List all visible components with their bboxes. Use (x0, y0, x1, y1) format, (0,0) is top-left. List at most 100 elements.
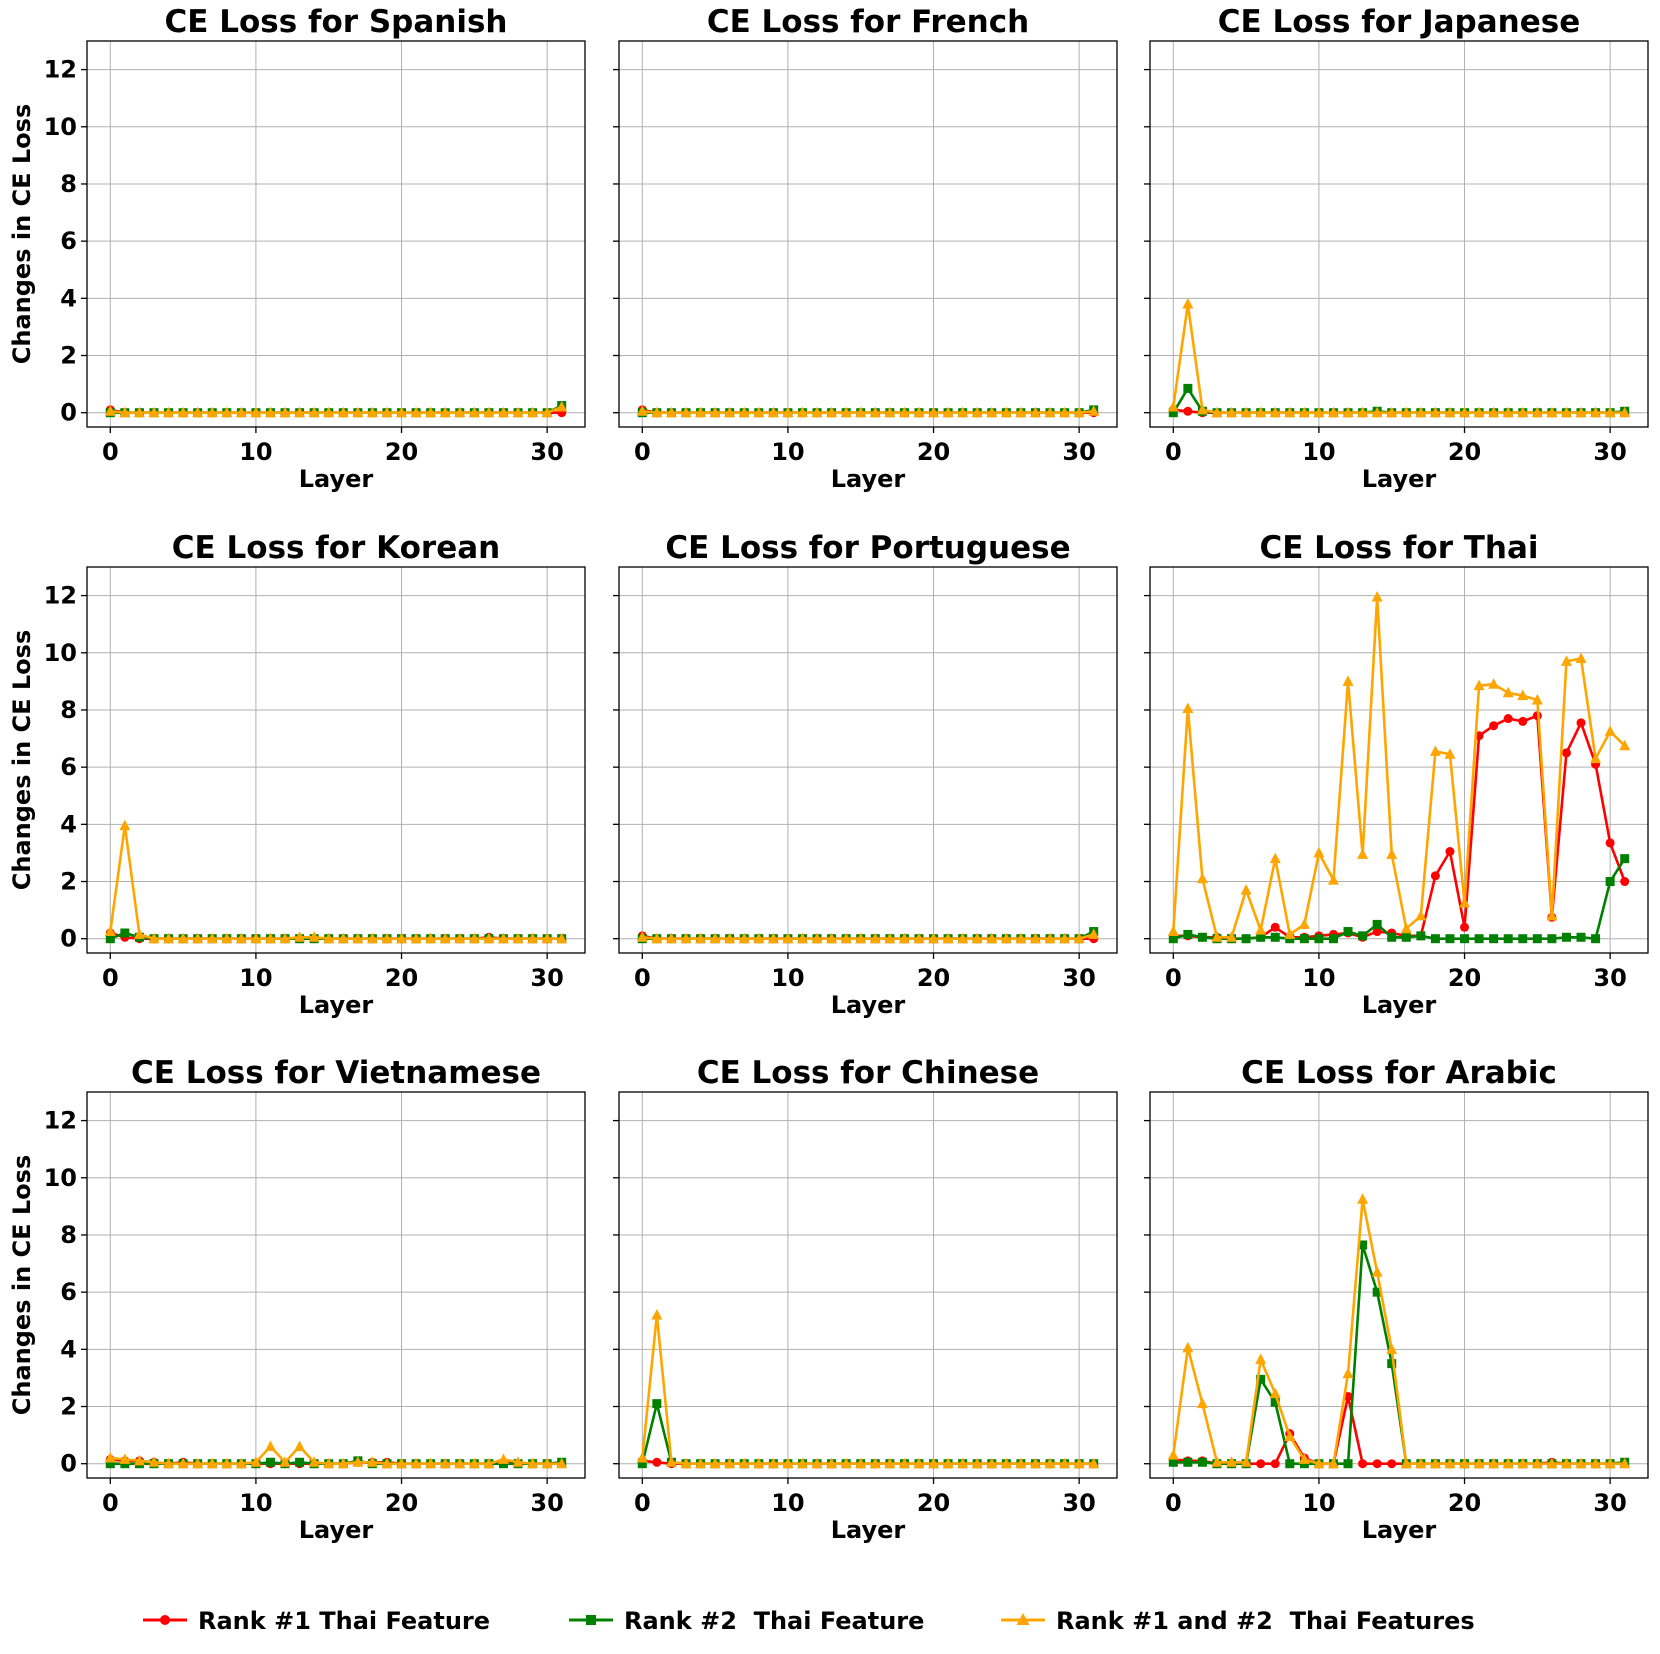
data-point (133, 1454, 145, 1466)
data-point (1575, 652, 1587, 663)
data-point (352, 932, 364, 944)
data-point (695, 932, 707, 944)
data-point (425, 406, 437, 418)
data-point (1211, 406, 1223, 418)
data-point (1029, 932, 1041, 944)
series-rank-2-thai-feature (637, 927, 1099, 944)
data-point (665, 1456, 677, 1467)
subplot-ce-loss-for-chinese: 0 10 20 30 CE Loss for Chinese Layer (613, 1055, 1118, 1544)
data-point (1073, 1457, 1085, 1469)
data-point (665, 406, 677, 418)
x-axis-label: Layer (831, 1516, 906, 1544)
data-point (1299, 934, 1309, 944)
series-rank-2-thai-feature (1168, 1240, 1630, 1469)
data-point (1531, 1457, 1543, 1469)
legend-marker-rank2 (586, 1615, 596, 1625)
y-tick-label: 6 (60, 753, 77, 781)
data-point (1489, 721, 1499, 731)
legend: Rank #1 Thai Feature Rank #2 Thai Featur… (143, 1607, 1475, 1635)
data-point (308, 1456, 320, 1467)
data-point (1503, 934, 1513, 944)
y-axis-label: Changes in CE Loss (8, 1155, 36, 1415)
y-tick-label: 8 (60, 170, 77, 198)
data-point (811, 1457, 823, 1469)
x-tick-label: 20 (917, 964, 950, 992)
data-point (1196, 1397, 1208, 1409)
data-point (1298, 918, 1310, 929)
data-point (279, 932, 291, 944)
data-point (1183, 383, 1193, 393)
data-point (1429, 406, 1441, 418)
data-point (1015, 1457, 1027, 1469)
legend-entry-rank2: Rank #2 Thai Feature (569, 1607, 924, 1635)
legend-entry-rank1and2: Rank #1 and #2 Thai Features (1001, 1607, 1475, 1635)
data-point (119, 1453, 131, 1464)
data-point (1059, 406, 1071, 418)
data-point (294, 406, 306, 418)
x-tick-label: 20 (917, 438, 950, 466)
x-axis-label: Layer (299, 465, 374, 493)
x-tick-label: 0 (1165, 1489, 1182, 1517)
data-point (497, 932, 509, 944)
data-point (1386, 1343, 1398, 1354)
data-point (527, 406, 539, 418)
data-point (1531, 406, 1543, 418)
data-point (1387, 932, 1397, 942)
data-point (119, 406, 131, 418)
data-point (1371, 591, 1383, 602)
data-point (381, 1457, 393, 1469)
data-point (898, 406, 910, 418)
series-rank-1-and-2-thai-features (104, 400, 568, 418)
data-point (148, 406, 160, 418)
data-point (177, 406, 189, 418)
x-tick-label: 30 (1593, 438, 1626, 466)
data-point (1620, 854, 1630, 864)
data-point (425, 1457, 437, 1469)
data-point (1430, 934, 1440, 944)
data-point (738, 1457, 750, 1469)
data-point (264, 406, 276, 418)
data-point (1591, 934, 1601, 944)
series-rank-2-thai-feature (105, 928, 567, 944)
axes-frame (1149, 1091, 1649, 1479)
data-point (308, 931, 320, 942)
data-point (163, 932, 175, 944)
series-rank-1-and-2-thai-features (104, 1440, 568, 1469)
series-line (109, 824, 562, 941)
y-tick-label: 2 (60, 868, 77, 896)
axes-frame (86, 566, 586, 954)
x-tick-label: 30 (530, 964, 563, 992)
x-tick-label: 30 (1062, 438, 1095, 466)
data-point (1387, 1459, 1397, 1469)
series-rank-1-and-2-thai-features (636, 405, 1100, 418)
data-point (396, 406, 408, 418)
data-point (527, 932, 539, 944)
data-point (1502, 1457, 1514, 1469)
x-tick-label: 10 (771, 964, 804, 992)
data-point (133, 928, 145, 939)
series-line (1172, 595, 1626, 939)
axes-frame (618, 40, 1118, 428)
data-point (1444, 748, 1456, 759)
data-point (1358, 931, 1368, 941)
data-point (1284, 928, 1296, 939)
data-point (1342, 406, 1354, 418)
data-point (826, 406, 838, 418)
data-point (468, 932, 480, 944)
data-point (483, 1457, 495, 1469)
y-axis-label: Changes in CE Loss (8, 630, 36, 890)
data-point (898, 1457, 910, 1469)
data-point (1167, 925, 1179, 937)
data-point (665, 932, 677, 944)
data-point (454, 932, 466, 944)
data-point (454, 1457, 466, 1469)
data-point (928, 406, 940, 418)
y-tick-label: 12 (44, 1107, 77, 1135)
data-point (1256, 1374, 1266, 1384)
data-point (957, 932, 969, 944)
data-point (483, 406, 495, 418)
data-point (1044, 1457, 1056, 1469)
data-point (366, 932, 378, 944)
data-point (1531, 693, 1543, 705)
data-point (1313, 406, 1325, 418)
